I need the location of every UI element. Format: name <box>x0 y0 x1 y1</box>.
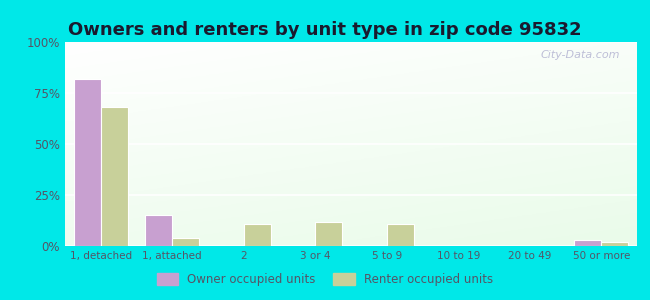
Bar <box>244 224 271 246</box>
Text: Owners and renters by unit type in zip code 95832: Owners and renters by unit type in zip c… <box>68 21 582 39</box>
Legend: Owner occupied units, Renter occupied units: Owner occupied units, Renter occupied un… <box>152 268 498 291</box>
Bar <box>315 221 343 246</box>
Bar <box>601 242 629 246</box>
Bar <box>172 238 200 246</box>
Bar <box>387 224 414 246</box>
Bar <box>73 79 101 246</box>
Bar <box>101 107 128 246</box>
Bar <box>145 215 172 246</box>
Text: City-Data.com: City-Data.com <box>540 50 620 60</box>
Bar <box>574 240 601 246</box>
